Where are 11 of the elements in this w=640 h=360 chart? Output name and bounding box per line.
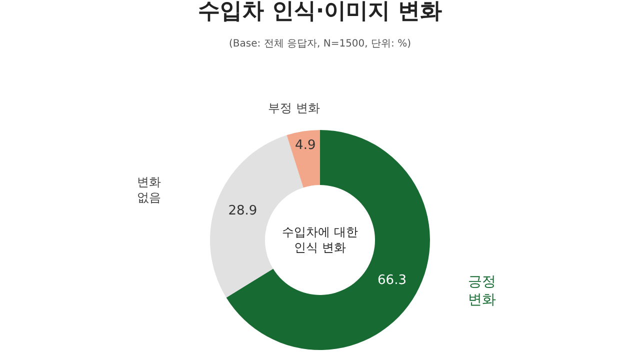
data-label: 66.3 (378, 272, 406, 288)
slice-label: 부정 변화 (268, 101, 320, 115)
chart-subtitle: (Base: 전체 응답자, N=1500, 단위: %) (229, 38, 412, 50)
data-label: 28.9 (228, 204, 258, 219)
slice-label: 변화 없음 (137, 175, 161, 205)
donut-slice (226, 130, 430, 350)
text: 수입차에 대한 인식 변화 (282, 225, 358, 255)
data-label: 4.9 (295, 138, 316, 154)
chart-title: 수입차 인식·이미지 변화 (198, 0, 442, 24)
slice-label: 긍정 변화 (468, 274, 496, 308)
donut-slice (286, 130, 320, 188)
